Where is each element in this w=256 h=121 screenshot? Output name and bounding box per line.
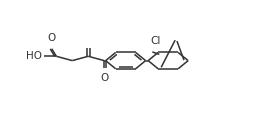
Text: O: O <box>48 33 56 43</box>
Text: Cl: Cl <box>151 36 161 46</box>
Text: O: O <box>100 73 108 83</box>
Text: HO: HO <box>26 51 42 61</box>
